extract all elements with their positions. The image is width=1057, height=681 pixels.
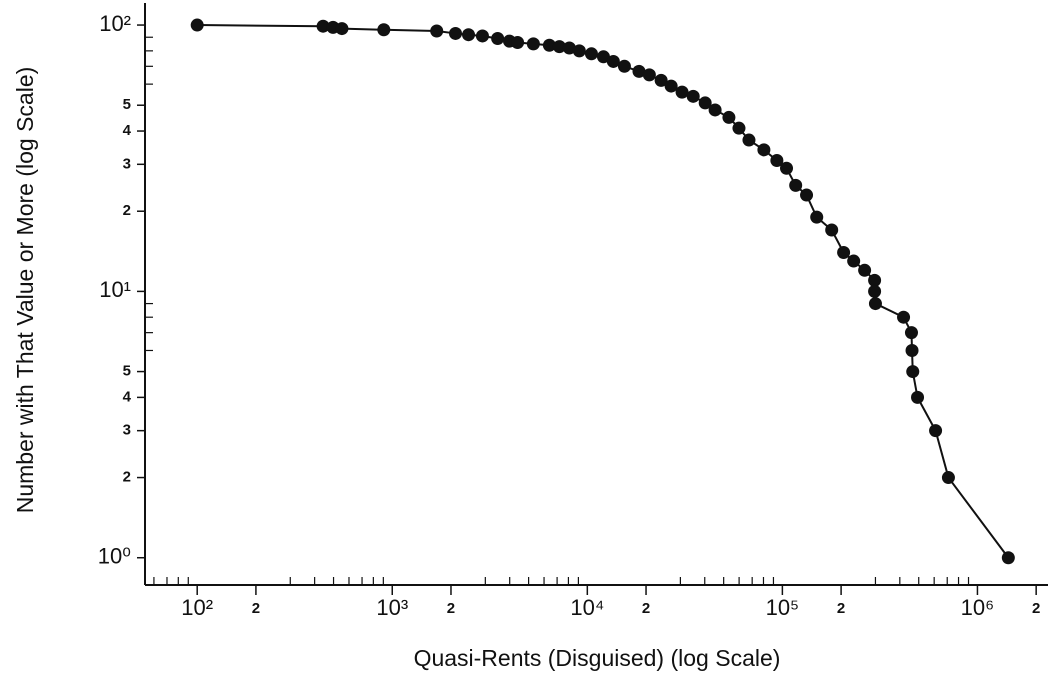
data-point (584, 47, 598, 61)
data-point (190, 18, 204, 32)
data-point (911, 390, 925, 404)
data-point (526, 37, 540, 51)
data-point (698, 96, 712, 110)
data-point (316, 19, 330, 33)
data-point (708, 103, 722, 117)
data-point (742, 133, 756, 147)
data-point (542, 38, 556, 52)
data-point (929, 424, 943, 438)
x-tick-label: 10⁵ (766, 595, 800, 620)
data-point (825, 223, 839, 237)
data-point (430, 24, 444, 38)
data-point (722, 110, 736, 124)
data-point (686, 89, 700, 103)
x-tick-label: 2 (252, 600, 260, 617)
data-point (904, 326, 918, 340)
data-point (770, 154, 784, 168)
data-point (868, 297, 882, 311)
data-point (664, 79, 678, 93)
y-tick-label: 10¹ (99, 277, 131, 302)
y-tick-label: 4 (123, 388, 132, 405)
data-point (858, 263, 872, 277)
data-point (462, 28, 476, 42)
data-point (847, 254, 861, 268)
data-point (941, 471, 955, 485)
data-point (905, 343, 919, 357)
x-axis-title: Quasi-Rents (Disguised) (log Scale) (414, 645, 781, 671)
data-point (897, 310, 911, 324)
data-point (596, 50, 610, 64)
data-point (675, 85, 689, 99)
data-line (197, 24, 1010, 559)
x-tick-label: 2 (642, 600, 650, 617)
x-tick-label: 10⁴ (570, 595, 604, 620)
data-point (868, 284, 882, 298)
data-point (617, 59, 631, 73)
y-tick-label: 4 (123, 122, 132, 139)
y-axis-title: Number with That Value or More (log Scal… (12, 67, 38, 514)
data-point (642, 68, 656, 82)
y-tick-label: 2 (123, 202, 131, 219)
data-point (632, 64, 646, 78)
data-point (757, 143, 771, 157)
data-point (449, 26, 463, 40)
y-tick-label: 5 (123, 96, 131, 113)
data-point (868, 273, 882, 287)
data-point (1001, 551, 1015, 565)
x-tick-label: 10³ (376, 595, 408, 620)
x-tick-label: 2 (837, 600, 845, 617)
data-point (562, 41, 576, 55)
y-tick-label: 2 (123, 469, 131, 486)
y-tick-label: 3 (123, 155, 131, 172)
data-point (837, 245, 851, 259)
y-tick-label: 10² (99, 11, 131, 36)
data-point (810, 210, 824, 224)
data-point (511, 35, 525, 49)
x-tick-label: 10² (181, 595, 213, 620)
data-point (491, 32, 505, 46)
data-point (789, 178, 803, 192)
data-point (552, 40, 566, 54)
data-point (475, 29, 489, 43)
x-tick-label: 2 (447, 600, 455, 617)
data-point (606, 54, 620, 68)
x-tick-label: 2 (1032, 600, 1040, 617)
data-point (780, 161, 794, 175)
y-tick-label: 3 (123, 422, 131, 439)
data-point (800, 188, 814, 202)
data-point (572, 44, 586, 58)
y-tick-label: 5 (123, 363, 131, 380)
data-point (732, 121, 746, 135)
data-point (335, 22, 349, 36)
y-tick-label: 10⁰ (98, 544, 131, 569)
x-tick-label: 10⁶ (961, 595, 995, 620)
data-point (654, 73, 668, 87)
data-point (377, 23, 391, 37)
data-point (906, 365, 920, 379)
